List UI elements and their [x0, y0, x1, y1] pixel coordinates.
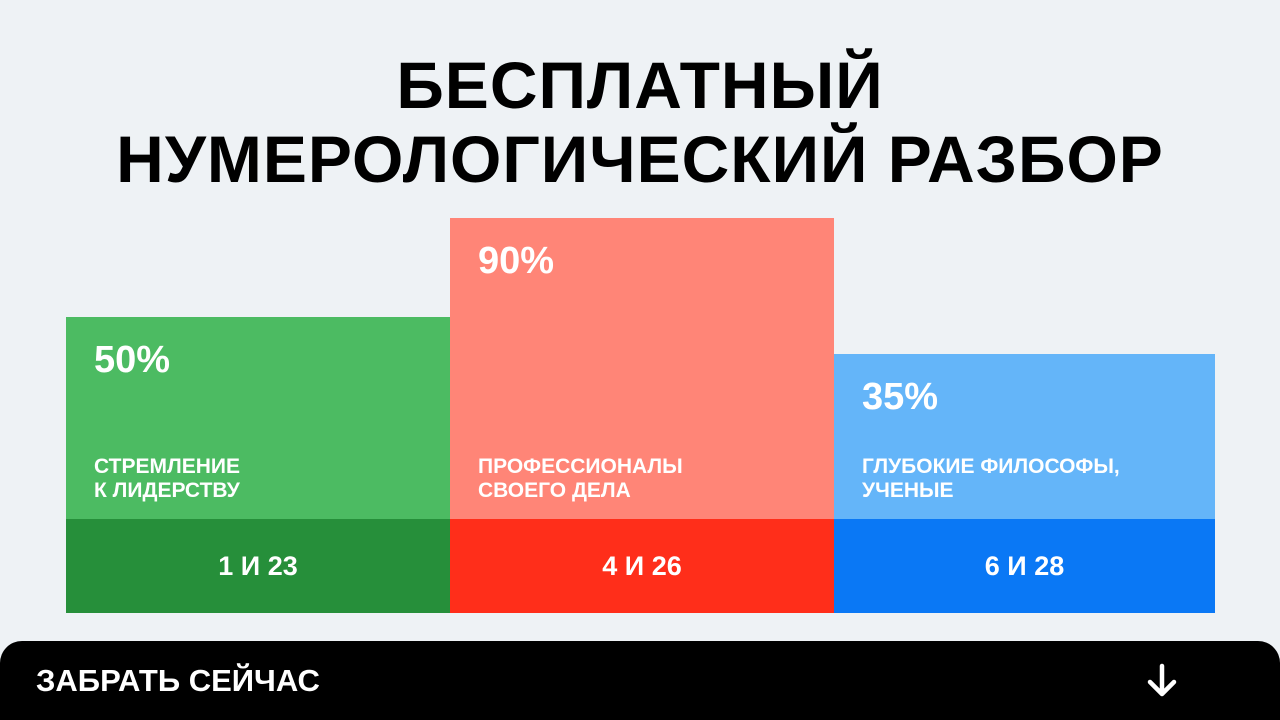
value-label: 35% [862, 375, 939, 418]
bar-base [834, 519, 1215, 613]
category-label: СТРЕМЛЕНИЕ К ЛИДЕРСТВУ [94, 455, 240, 502]
category-label: ГЛУБОКИЕ ФИЛОСОФЫ, УЧЕНЫЕ [862, 455, 1120, 502]
bar-base [66, 519, 450, 613]
cta-button[interactable]: ЗАБРАТЬ СЕЙЧАС [0, 641, 1280, 720]
arrow-icon [1147, 663, 1177, 697]
cta-label[interactable]: ЗАБРАТЬ СЕЙЧАС [36, 663, 320, 698]
title: БЕСПЛАТНЫЙ НУМЕРОЛОГИЧЕСКИЙ РАЗБОР [116, 48, 1164, 196]
bar-base [450, 519, 834, 613]
number-label: 4 И 26 [602, 551, 682, 581]
value-label: 90% [478, 239, 555, 282]
category-label: ПРОФЕССИОНАЛЫ СВОЕГО ДЕЛА [478, 455, 683, 502]
value-label: 50% [94, 338, 171, 381]
number-label: 1 И 23 [218, 551, 298, 581]
number-label: 6 И 28 [984, 551, 1065, 581]
